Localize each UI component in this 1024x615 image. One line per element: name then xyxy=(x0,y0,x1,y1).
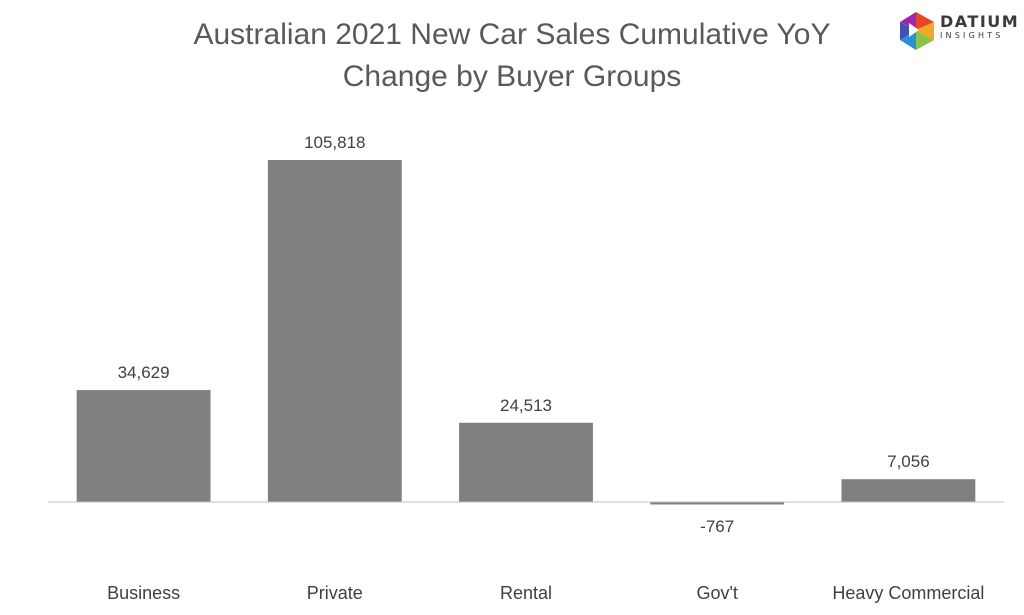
bar-private xyxy=(267,160,402,502)
bar-gov-t xyxy=(650,502,785,505)
category-label: Rental xyxy=(500,583,552,603)
category-label: Business xyxy=(107,583,180,603)
logo-text: DATIUM INSIGHTS xyxy=(940,13,1019,41)
data-label: 105,818 xyxy=(304,133,365,152)
category-labels: Business Private Rental Gov't Heavy Commerci… xyxy=(107,583,984,603)
data-label: 24,513 xyxy=(500,396,552,415)
chart-title-line-2: Change by Buyer Groups xyxy=(342,60,682,93)
chart-title: Australian 2021 New Car Sales Cumulative… xyxy=(0,14,1024,98)
category-label: Heavy Commercial xyxy=(832,583,984,603)
data-labels: 34,629 105,818 24,513 -767 7,056 xyxy=(118,133,930,536)
category-label: Gov't xyxy=(696,583,737,603)
category-label: Private xyxy=(307,583,363,603)
logo-subtitle: INSIGHTS xyxy=(940,31,1004,40)
bar-rental xyxy=(459,422,593,502)
datium-logo-icon xyxy=(900,12,934,50)
data-label: -767 xyxy=(700,517,734,536)
chart-title-line-1: Australian 2021 New Car Sales Cumulative… xyxy=(193,18,831,51)
bar-heavy-commercial xyxy=(841,479,976,502)
data-label: 34,629 xyxy=(118,363,170,382)
bar-business xyxy=(76,390,211,502)
logo-name: DATIUM xyxy=(940,12,1020,31)
data-label: 7,056 xyxy=(887,452,930,471)
bar-series xyxy=(76,160,976,505)
